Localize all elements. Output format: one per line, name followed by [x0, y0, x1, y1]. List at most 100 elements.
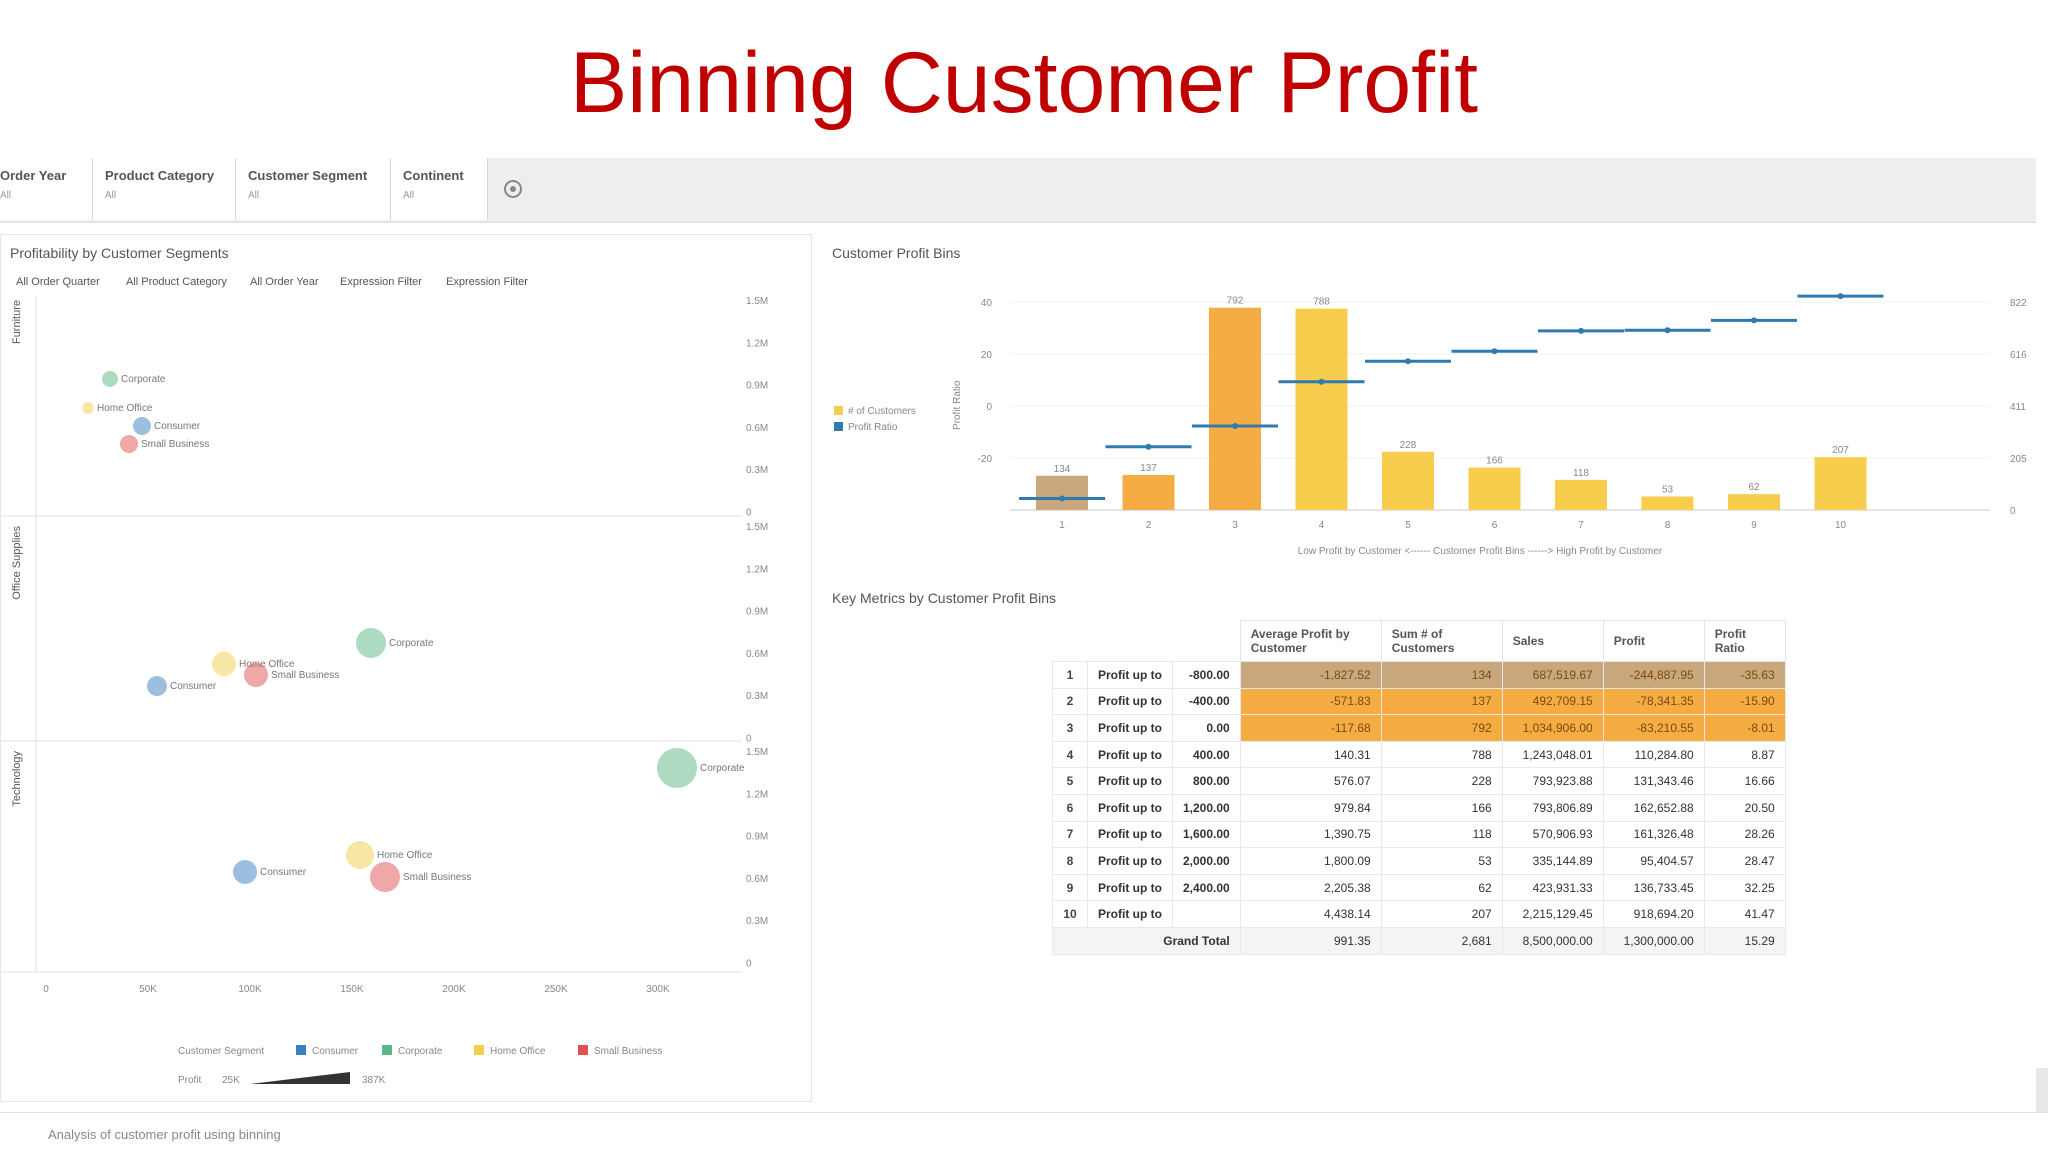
bar[interactable] — [1814, 457, 1867, 510]
filter-value: All — [248, 190, 260, 201]
scrollbar[interactable] — [2036, 1068, 2048, 1112]
bar[interactable] — [1468, 467, 1521, 510]
table-row[interactable]: 9 Profit up to 2,400.00 2,205.38 62 423,931.3… — [1052, 873, 1786, 902]
y-tick: 0 — [746, 507, 752, 518]
filter-label: Product Category — [105, 168, 215, 183]
y-tick: 0.6M — [746, 874, 768, 885]
table-row[interactable]: 7 Profit up to 1,600.00 1,390.75 118 570,906.… — [1052, 820, 1786, 849]
bar-label: 53 — [1662, 484, 1674, 495]
legend-item[interactable]: Consumer — [312, 1046, 359, 1057]
table-row[interactable]: 1 Profit up to -800.00 -1,827.52 134 687,519.… — [1052, 661, 1786, 689]
bubble[interactable] — [133, 417, 151, 435]
y-tick: 0.3M — [746, 465, 768, 476]
bar[interactable] — [1641, 496, 1694, 510]
filter-tab-2[interactable]: All Product Category — [126, 276, 227, 288]
cell-label: Profit up to — [1087, 661, 1173, 689]
table-row[interactable]: 4 Profit up to 400.00 140.31 788 1,243,048.01… — [1052, 740, 1786, 769]
filter-tab-5[interactable]: Expression Filter — [446, 276, 528, 288]
bubble[interactable] — [244, 663, 268, 687]
bubble[interactable] — [370, 862, 400, 892]
table-row[interactable]: 2 Profit up to -400.00 -571.83 137 492,709.15… — [1052, 687, 1786, 716]
cell-avg: -1,827.52 — [1239, 661, 1382, 689]
cell-sales: 335,144.89 — [1501, 847, 1604, 875]
table-row[interactable]: 10 Profit up to 4,438.14 207 2,215,129.45 918… — [1052, 900, 1786, 928]
bar-label: 137 — [1140, 463, 1157, 474]
legend-item[interactable]: Profit Ratio — [848, 422, 898, 433]
bar[interactable] — [1555, 479, 1607, 510]
bubble[interactable] — [147, 676, 167, 696]
row-label: Technology — [11, 751, 23, 807]
bar[interactable] — [1728, 494, 1780, 510]
legend-item[interactable]: Small Business — [594, 1046, 662, 1057]
y-tick: 0 — [746, 733, 752, 744]
footer-text: Analysis of customer profit using binnin… — [48, 1127, 281, 1142]
header-sum-customers[interactable]: Sum # of Customers — [1380, 620, 1503, 662]
bubble[interactable] — [346, 841, 374, 869]
cell-idx: 6 — [1052, 793, 1088, 822]
cell-sales: 793,923.88 — [1501, 767, 1604, 795]
cell-cust: 207 — [1380, 900, 1503, 928]
header-avg-profit[interactable]: Average Profit by Customer — [1239, 620, 1382, 662]
cell-ratio: 20.50 — [1703, 793, 1786, 822]
filter-customer-segment[interactable]: Customer Segment All — [236, 158, 391, 220]
filter-tab-1[interactable]: All Order Quarter — [16, 276, 100, 288]
x-tick: 8 — [1665, 520, 1671, 531]
cell-cust: 792 — [1380, 714, 1503, 742]
filter-tab-3[interactable]: All Order Year — [250, 276, 319, 288]
y-left-tick: -20 — [978, 454, 993, 465]
legend-swatch — [474, 1045, 484, 1055]
y-tick: 0.6M — [746, 423, 768, 434]
bar[interactable] — [1036, 475, 1088, 510]
bar[interactable] — [1122, 475, 1175, 510]
row-label: Office Supplies — [11, 526, 23, 600]
ratio-point — [1145, 443, 1152, 450]
cell-ratio: 16.66 — [1703, 767, 1786, 795]
bubble[interactable] — [212, 652, 236, 676]
bar-label: 166 — [1486, 456, 1503, 467]
legend-swatch — [296, 1045, 306, 1055]
legend-item[interactable]: Corporate — [398, 1046, 443, 1057]
filter-tab-4[interactable]: Expression Filter — [340, 276, 422, 288]
x-tick: 9 — [1751, 520, 1757, 531]
cell-label: Profit up to — [1087, 873, 1173, 902]
bubble-label: Small Business — [403, 872, 471, 883]
table-row[interactable]: 3 Profit up to 0.00 -117.68 792 1,034,906.00-… — [1052, 714, 1786, 742]
ratio-point — [1405, 358, 1411, 365]
bubble[interactable] — [356, 628, 386, 658]
bubble[interactable] — [102, 371, 118, 387]
total-avg: 991.35 — [1239, 926, 1382, 955]
header-sales[interactable]: Sales — [1501, 620, 1604, 662]
table-row[interactable]: 6 Profit up to 1,200.00 979.84 166 793,806.89… — [1052, 793, 1786, 822]
bubble-label: Home Office — [97, 403, 153, 414]
filter-product-category[interactable]: Product Category All — [93, 158, 236, 220]
table-row[interactable]: 5 Profit up to 800.00 576.07 228 793,923.88 13… — [1052, 767, 1786, 795]
bar[interactable] — [1295, 308, 1348, 510]
metrics-table: Average Profit by Customer Sum # of Cust… — [1052, 620, 1786, 955]
y-tick: 0.9M — [746, 381, 768, 392]
header-profit-ratio[interactable]: Profit Ratio — [1703, 620, 1786, 662]
bubble[interactable] — [233, 860, 257, 884]
bubble[interactable] — [657, 748, 697, 788]
header-profit[interactable]: Profit — [1602, 620, 1705, 662]
legend-item[interactable]: Home Office — [490, 1046, 546, 1057]
cell-profit: 95,404.57 — [1602, 847, 1705, 875]
legend-item[interactable]: # of Customers — [848, 406, 916, 417]
bar[interactable] — [1382, 451, 1434, 510]
gear-icon[interactable] — [504, 180, 522, 198]
bar[interactable] — [1209, 307, 1261, 510]
x-tick: 50K — [139, 984, 157, 995]
filter-continent[interactable]: Continent All — [391, 158, 488, 220]
cell-threshold: 2,400.00 — [1171, 873, 1241, 902]
bar-label: 228 — [1400, 440, 1417, 451]
ratio-point — [1318, 378, 1325, 385]
bubble[interactable] — [120, 435, 138, 453]
bar-label: 118 — [1573, 468, 1589, 479]
bubble[interactable] — [82, 402, 94, 414]
y-tick: 0.6M — [746, 649, 768, 660]
table-row[interactable]: 8 Profit up to 2,000.00 1,800.09 53 335,144.8… — [1052, 847, 1786, 875]
filter-order-year[interactable]: Order Year All — [0, 158, 93, 220]
filter-label: Customer Segment — [248, 168, 368, 183]
legend-swatch — [578, 1045, 588, 1055]
cell-threshold: 400.00 — [1171, 740, 1241, 769]
y-tick: 0.3M — [746, 691, 768, 702]
